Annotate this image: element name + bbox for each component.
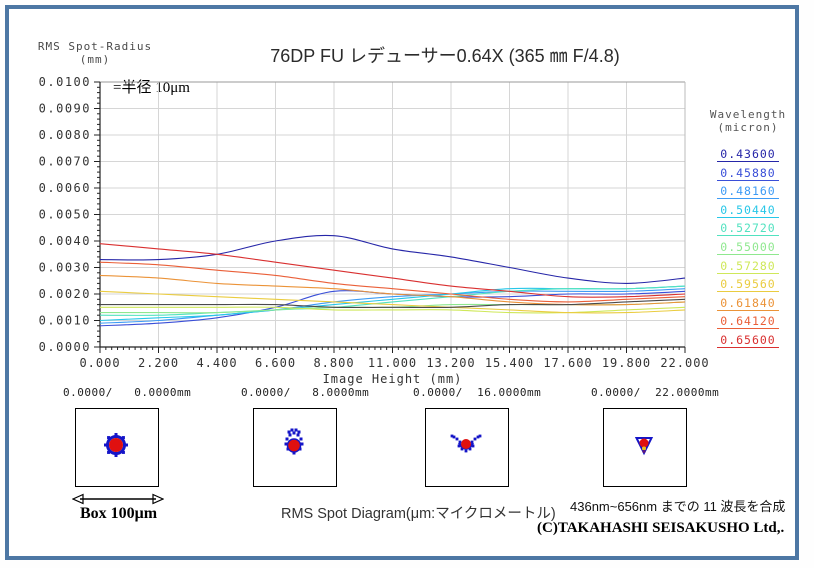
- y-tick-label: 0.0100: [39, 75, 91, 89]
- rms-spot-radius-chart: 0.0000 0.0010 0.0020 0.0030 0.0040 0.0050 0.00…: [39, 75, 709, 386]
- spot-box: [75, 408, 159, 487]
- spot-diagram-1: 0.0000/ 8.0000mm: [241, 386, 383, 487]
- y-tick-label: 0.0000: [39, 340, 91, 354]
- x-tick-label: 19.800: [602, 356, 651, 370]
- wavelength-legend: Wavelength (micron) 0.43600 0.45880 0.4816…: [697, 108, 799, 348]
- x-tick-label: 8.800: [313, 356, 354, 370]
- spot-diagram-2: 0.0000/ 16.0000mm: [413, 386, 555, 487]
- legend-entry-0.45880: 0.45880: [717, 167, 779, 181]
- legend-entry-0.65600: 0.65600: [717, 334, 779, 348]
- y-tick-label: 0.0030: [39, 261, 91, 275]
- box-scale-label: Box 100μm: [80, 505, 158, 522]
- x-tick-label: 4.400: [196, 356, 237, 370]
- y-tick-label: 0.0050: [39, 208, 91, 222]
- legend-entry-0.57280: 0.57280: [717, 260, 779, 274]
- series-curve-0.48160: [99, 288, 686, 324]
- legend-entry-0.43600: 0.43600: [717, 148, 779, 162]
- spot-field-label: 0.0000/ 22.0000mm: [591, 386, 720, 399]
- spot-shape-ring: [104, 433, 128, 457]
- legend-entry-0.50440: 0.50440: [717, 204, 779, 218]
- spot-field-label: 0.0000/ 8.0000mm: [241, 386, 370, 399]
- series-curve-0.59560: [99, 290, 686, 314]
- y-tick-label: 0.0080: [39, 128, 91, 142]
- spot-shape-gull: [450, 434, 482, 453]
- copyright-text: (C)TAKAHASHI SEISAKUSHO Ltd,.: [537, 520, 785, 536]
- y-axis-title: RMS Spot-Radius (mm): [30, 40, 160, 66]
- x-tick-label: 15.400: [485, 356, 534, 370]
- spot-diagram-caption: RMS Spot Diagram(μm:マイクロメートル): [281, 506, 556, 522]
- spot-box: [603, 408, 687, 487]
- x-tick-label: 17.600: [543, 356, 592, 370]
- legend-entry-0.61840: 0.61840: [717, 297, 779, 311]
- x-tick-label: 0.000: [79, 356, 120, 370]
- spot-diagram-3: 0.0000/ 22.0000mm: [591, 386, 733, 487]
- legend-title-line2: (micron): [717, 121, 779, 134]
- wavelength-synthesis-note: 436nm~656nm までの 11 波長を合成: [570, 499, 786, 514]
- y-tick-label: 0.0010: [39, 314, 91, 328]
- series-curve-0.43600: [99, 234, 686, 284]
- legend-entry-0.59560: 0.59560: [717, 278, 779, 293]
- y-axis-title-line2: (mm): [79, 53, 111, 66]
- y-tick-label: 0.0070: [39, 155, 91, 169]
- y-axis-title-line1: RMS Spot-Radius: [37, 40, 153, 53]
- spot-field-label: 0.0000/ 0.0000mm: [63, 386, 192, 399]
- spot-diagram-0: 0.0000/ 0.0000mm: [63, 386, 205, 487]
- legend-title: Wavelength (micron): [697, 108, 799, 134]
- spot-field-label: 0.0000/ 16.0000mm: [413, 386, 542, 399]
- series-curve-0.57280: [100, 306, 686, 314]
- x-tick-label: 11.000: [368, 356, 417, 370]
- series-curve-0.64120: [99, 261, 686, 303]
- x-tick-label: 6.600: [255, 356, 296, 370]
- spot-shape-triangle: [634, 437, 654, 456]
- arrow-left-head: [72, 493, 84, 505]
- series-curve-0.61840: [99, 274, 686, 306]
- y-tick-label: 0.0060: [39, 181, 91, 195]
- legend-title-line1: Wavelength: [709, 108, 787, 121]
- x-tick-label: 22.000: [660, 356, 709, 370]
- legend-entry-0.48160: 0.48160: [717, 185, 779, 200]
- y-tick-label: 0.0090: [39, 102, 91, 116]
- y-tick-label: 0.0040: [39, 234, 91, 248]
- series-curve-0.65600: [99, 243, 686, 298]
- arrow-right-head: [152, 493, 164, 505]
- x-tick-label: 2.200: [138, 356, 179, 370]
- y-tick-label: 0.0020: [39, 287, 91, 301]
- legend-entry-0.55000: 0.55000: [717, 241, 779, 255]
- legend-entry-0.52720: 0.52720: [717, 222, 779, 237]
- box-scale-arrow: [72, 493, 164, 505]
- legend-entry-0.64120: 0.64120: [717, 315, 779, 330]
- x-axis-title: Image Height (mm): [323, 372, 463, 386]
- series-curve-combined-11-wavelengths: [100, 298, 686, 309]
- radius-scale-annotation: =半径 10μm: [113, 80, 190, 96]
- chart-title: 76DP FU レデューサー0.64X (365 ㎜ F/4.8): [270, 46, 620, 66]
- legend-entries: 0.43600 0.45880 0.48160 0.50440 0.52720 0.550…: [697, 148, 799, 348]
- x-tick-label: 13.200: [426, 356, 475, 370]
- spot-box: [253, 408, 337, 487]
- spot-shape-crown: [284, 428, 304, 455]
- spot-box: [425, 408, 509, 487]
- series-curve-0.52720: [99, 285, 686, 316]
